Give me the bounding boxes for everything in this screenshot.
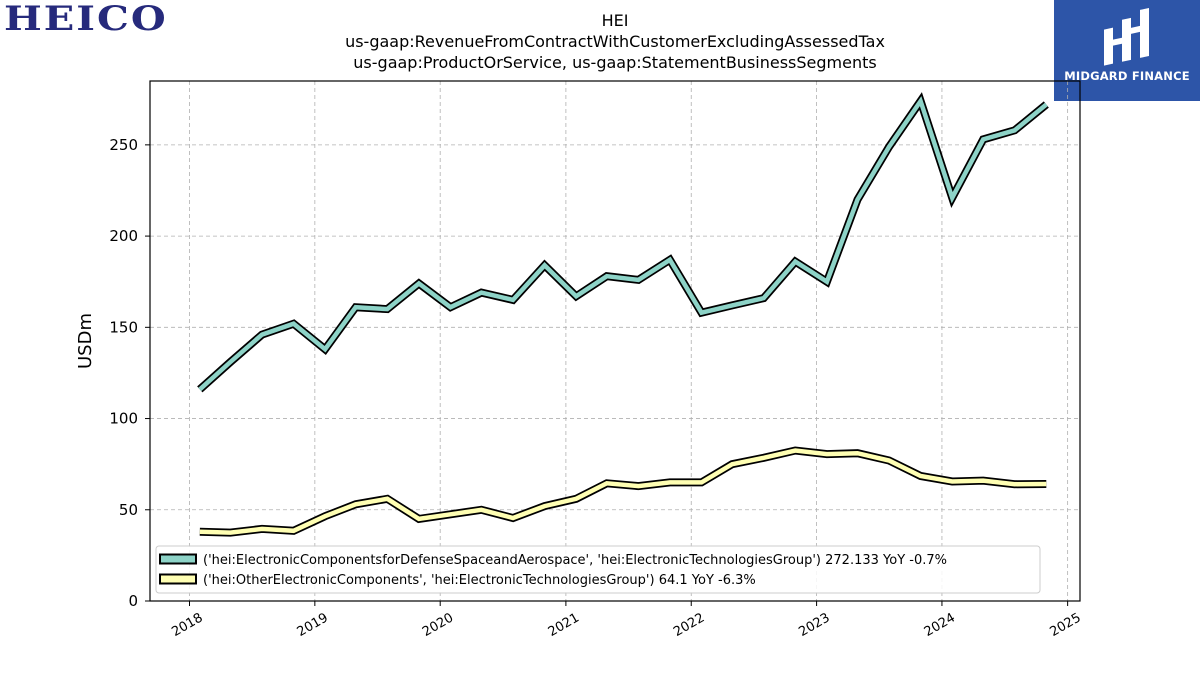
x-tick-label: 2019 xyxy=(295,610,331,640)
x-tick-label: 2020 xyxy=(420,610,456,640)
legend-swatch-2 xyxy=(159,573,197,585)
series-outline-2 xyxy=(199,446,1047,537)
midgard-m-logo-icon xyxy=(1104,8,1149,66)
legend-box xyxy=(155,545,1041,594)
legend-swatch-1 xyxy=(159,553,197,565)
y-tick-label: 250 xyxy=(109,136,138,154)
y-tick-label: 100 xyxy=(109,410,138,428)
plot-frame xyxy=(149,80,1081,602)
chart-titles: HEI us-gaap:RevenueFromContractWithCusto… xyxy=(315,10,915,73)
heico-logo: HEICO xyxy=(4,0,168,39)
chart-subtitle-2: us-gaap:ProductOrService, us-gaap:Statem… xyxy=(353,53,877,72)
series-line-1 xyxy=(198,96,1048,392)
x-tick-label: 2022 xyxy=(671,610,707,640)
x-tick-label: 2024 xyxy=(922,610,958,640)
legend-label-1: ('hei:ElectronicComponentsforDefenseSpac… xyxy=(203,553,947,568)
x-tick-label: 2023 xyxy=(796,610,832,640)
x-tick-label: 2018 xyxy=(169,610,205,640)
midgard-finance-label: MIDGARD FINANCE xyxy=(1064,69,1190,83)
legend-label-2: ('hei:OtherElectronicComponents', 'hei:E… xyxy=(203,573,756,588)
chart-title: HEI xyxy=(601,11,629,30)
y-tick-label: 150 xyxy=(109,318,138,336)
midgard-finance-logo: MIDGARD FINANCE xyxy=(1054,0,1200,101)
legend: ('hei:ElectronicComponentsforDefenseSpac… xyxy=(155,545,1041,594)
y-axis-label: USDm xyxy=(75,313,96,369)
y-tick-label: 50 xyxy=(119,501,138,519)
x-tick-label: 2021 xyxy=(546,610,582,640)
chart-subtitle-1: us-gaap:RevenueFromContractWithCustomerE… xyxy=(345,32,885,51)
y-tick-label: 200 xyxy=(109,227,138,245)
series-line-2 xyxy=(199,448,1047,535)
y-tick-label: 0 xyxy=(128,592,138,610)
series-lines xyxy=(197,92,1049,537)
x-tick-label: 2025 xyxy=(1047,610,1083,640)
